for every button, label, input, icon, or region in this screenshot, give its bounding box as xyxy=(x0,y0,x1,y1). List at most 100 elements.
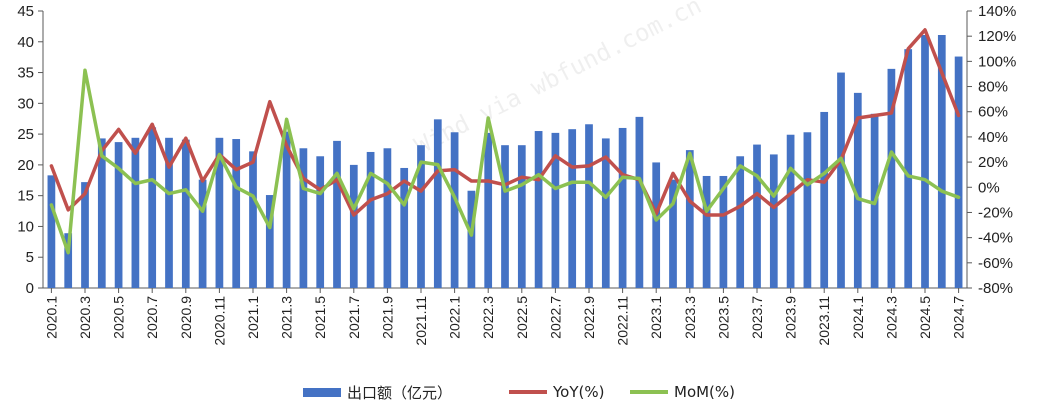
left-tick-label: 40 xyxy=(17,34,34,51)
bar xyxy=(349,164,358,288)
legend-item-yoy: YoY(%) xyxy=(509,382,604,402)
bar xyxy=(131,137,140,288)
right-tick-label: 140% xyxy=(978,3,1016,20)
x-tick-label: 2020.3 xyxy=(77,296,93,339)
bar xyxy=(719,175,728,288)
bar xyxy=(887,68,896,289)
bar xyxy=(501,145,509,288)
x-tick-label: 2020.1 xyxy=(43,296,59,339)
bar xyxy=(517,145,526,288)
legend-label-yoy: YoY(%) xyxy=(553,383,605,401)
bar xyxy=(282,131,291,288)
mom-line xyxy=(49,68,961,255)
right-tick-label: -80% xyxy=(978,280,1013,297)
bar xyxy=(181,139,190,288)
bar xyxy=(333,140,341,288)
legend-item-mom: MoM(%) xyxy=(630,382,735,402)
bar xyxy=(198,179,207,288)
bar xyxy=(601,138,610,288)
left-tick-label: 25 xyxy=(17,126,34,143)
x-tick-label: 2024.1 xyxy=(850,296,866,339)
x-tick-label: 2023.5 xyxy=(715,296,731,339)
right-tick-label: 0% xyxy=(978,179,1000,196)
x-tick-label: 2021.3 xyxy=(279,296,295,339)
bar xyxy=(366,151,375,288)
bar xyxy=(165,137,173,288)
left-tick-label: 10 xyxy=(17,218,34,235)
bar xyxy=(568,129,577,288)
line-series xyxy=(49,28,961,255)
legend-item-export: 出口额（亿元） xyxy=(303,382,452,402)
bar xyxy=(534,131,543,288)
bar xyxy=(81,182,89,288)
chart-area: Wind via wbfund.com.cn 05101520253035404… xyxy=(17,0,1016,346)
x-tick-label: 2024.5 xyxy=(917,296,933,339)
bar xyxy=(316,156,325,288)
bar xyxy=(837,72,845,288)
bar xyxy=(652,162,661,288)
bar xyxy=(249,151,257,288)
bar xyxy=(114,142,123,288)
bar xyxy=(753,144,761,288)
x-tick-label: 2023.9 xyxy=(783,296,799,339)
bar xyxy=(954,56,963,288)
bar xyxy=(417,145,425,288)
bar xyxy=(97,138,106,288)
bar xyxy=(937,35,946,288)
bar xyxy=(702,175,711,288)
bar xyxy=(769,154,778,288)
bar xyxy=(484,132,493,288)
x-tick-label: 2021.9 xyxy=(379,296,395,339)
x-tick-label: 2021.11 xyxy=(413,296,429,346)
right-tick-label: 20% xyxy=(978,154,1008,171)
x-tick-label: 2020.11 xyxy=(211,296,227,346)
bar xyxy=(400,167,409,288)
bar xyxy=(904,49,913,288)
x-tick-label: 2024.3 xyxy=(883,296,899,339)
x-tick-label: 2021.1 xyxy=(245,296,261,339)
x-tick-label: 2022.11 xyxy=(615,296,631,346)
x-tick-label: 2020.5 xyxy=(111,296,127,339)
right-tick-label: -20% xyxy=(978,204,1013,221)
left-tick-label: 15 xyxy=(17,188,34,205)
legend: 出口额（亿元） YoY(%) MoM(%) xyxy=(0,382,1060,402)
bar xyxy=(299,148,308,288)
right-tick-label: 80% xyxy=(978,79,1008,96)
bar xyxy=(232,139,241,288)
bar xyxy=(669,179,677,288)
legend-label-export: 出口额（亿元） xyxy=(347,383,453,402)
bar xyxy=(736,156,745,288)
legend-swatch-mom xyxy=(630,390,668,394)
bar xyxy=(64,233,73,288)
bar xyxy=(551,132,560,288)
x-tick-label: 2021.5 xyxy=(312,296,328,339)
bar xyxy=(433,119,442,289)
bar xyxy=(618,127,627,288)
x-tick-label: 2022.7 xyxy=(547,296,563,339)
bar xyxy=(635,116,644,289)
bar xyxy=(820,111,829,288)
right-tick-label: 100% xyxy=(978,53,1016,70)
x-tick-label: 2021.7 xyxy=(346,296,362,339)
bar xyxy=(786,134,795,288)
x-tick-label: 2022.9 xyxy=(581,296,597,339)
legend-swatch-bar xyxy=(303,387,341,397)
bar xyxy=(148,127,157,288)
right-tick-label: 120% xyxy=(978,28,1016,45)
right-tick-label: 60% xyxy=(978,104,1008,121)
left-tick-label: 0 xyxy=(26,280,34,297)
bar xyxy=(585,124,593,288)
left-tick-label: 35 xyxy=(17,65,34,82)
x-tick-label: 2020.9 xyxy=(178,296,194,339)
bar xyxy=(803,132,812,288)
bar-series xyxy=(47,35,963,289)
left-tick-label: 45 xyxy=(17,3,34,20)
legend-label-mom: MoM(%) xyxy=(674,383,736,401)
bar xyxy=(467,190,476,288)
x-tick-label: 2024.7 xyxy=(951,296,967,339)
bar xyxy=(215,137,224,288)
bar xyxy=(47,175,56,288)
right-tick-label: -60% xyxy=(978,255,1013,272)
bar xyxy=(383,148,392,288)
right-tick-label: 40% xyxy=(978,129,1008,146)
